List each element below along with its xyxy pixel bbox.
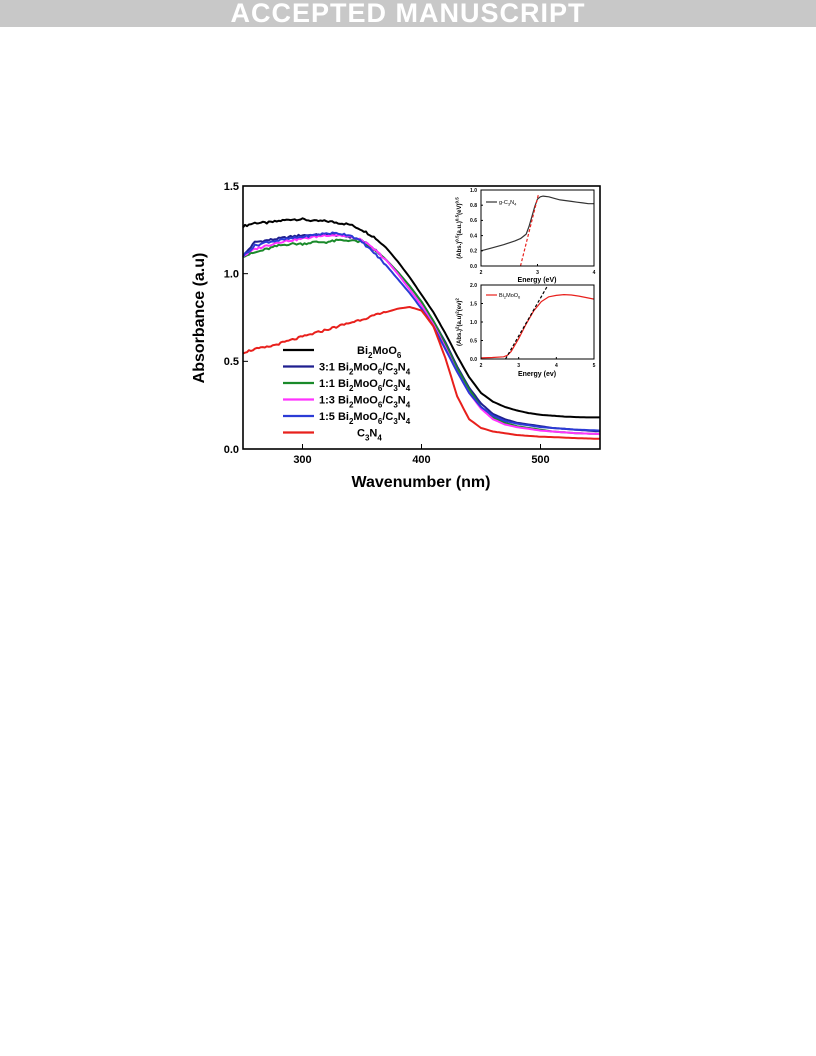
inset2-series-group (480, 286, 595, 360)
main-y-axis-label: Absorbance (a.u) (191, 253, 208, 384)
inset1-y-tick-label: 0.4 (470, 233, 477, 239)
inset2-ticks-group: 2 3 4 5 0.0 0.5 1.0 1.5 2.0 (470, 283, 596, 369)
banner-text: ACCEPTED MANUSCRIPT (230, 0, 586, 28)
inset1-legend-sub-b: 4 (514, 202, 517, 207)
inset1-ylabel-sup-3: 0.5 (455, 197, 460, 204)
inset2-ylabel-part-b: (a.u) (457, 314, 463, 327)
main-legend-label-bi2moo6: Bi2MoO6 (357, 345, 402, 360)
inset2-x-tick-label: 5 (593, 363, 596, 369)
inset-tauc-gc3n4: 2 3 40.00.20.40.60.81.0 Energy (eV) (Abs.)… (455, 188, 596, 284)
main-legend-label-1-3-bi2moo6-c3n4: 1:3 Bi2MoO6/C3N4 (319, 395, 411, 410)
inset2-legend-sub-b: 6 (518, 295, 521, 300)
inset2-ylabel-sup-2: 2 (455, 311, 460, 314)
inset1-y-tick-label: 0.2 (470, 249, 477, 255)
main-series-1-5-bi2moo6-c3n4-line (242, 231, 601, 432)
inset2-y-tick-label: 2.0 (470, 283, 477, 289)
main-series-group (242, 217, 601, 440)
inset1-legend-text-a: g-C (499, 200, 508, 206)
inset2-ylabel-sup-3: 2 (455, 298, 460, 301)
inset2-legend-text-a: Bi (499, 293, 504, 299)
main-ticks-group: 300 400 500 0.0 0.5 1.0 1.5 (224, 181, 550, 466)
main-legend-label-3-1-bi2moo6-c3n4: 3:1 Bi2MoO6/C3N4 (319, 362, 411, 377)
inset2-x-axis-label: Energy (ev) (518, 371, 556, 378)
inset2-y-tick-label: 1.5 (470, 301, 477, 307)
inset1-ylabel-part-b: (a.u.) (457, 221, 463, 235)
inset2-x-tick-label: 4 (555, 363, 558, 369)
inset2-y-tick-label: 0.0 (470, 357, 477, 363)
main-legend-label-1-1-bi2moo6-c3n4: 1:1 Bi2MoO6/C3N4 (319, 378, 411, 393)
main-y-tick-label: 0.5 (224, 356, 239, 368)
main-y-tick-label: 0.0 (224, 444, 239, 456)
main-series-bi2moo6-line (242, 217, 600, 419)
inset1-series-g-c3n4-line (480, 195, 594, 252)
inset2-y-axis-label: (Abs.)2(a.u)2(ev)2 (455, 298, 464, 346)
main-x-tick-label: 300 (293, 454, 311, 466)
inset2-x-tick-label: 2 (480, 363, 483, 369)
inset1-x-axis-label: Energy (eV) (518, 277, 557, 284)
main-legend-label-1-5-bi2moo6-c3n4: 1:5 Bi2MoO6/C3N4 (319, 411, 411, 426)
inset2-legend-text-b: MoO (506, 293, 519, 299)
accepted-manuscript-banner: ACCEPTED MANUSCRIPT (0, 0, 816, 28)
inset1-y-tick-label: 1.0 (470, 188, 477, 194)
main-x-axis-label: Wavenumber (nm) (352, 474, 491, 491)
inset1-ticks-group: 2 3 40.00.20.40.60.81.0 (470, 188, 596, 276)
inset2-legend-sub-a: 2 (504, 295, 507, 300)
inset1-background (481, 190, 594, 266)
main-x-tick-label: 500 (531, 454, 549, 466)
inset1-y-axis-label: (Abs.)0.5(a.u.)0.5(eV)0.5 (455, 197, 464, 259)
inset2-background (481, 285, 594, 359)
main-legend-label-c3n4: C3N4 (357, 428, 382, 443)
inset1-x-tick-label: 3 (536, 270, 539, 276)
inset2-ylabel-sup-1: 2 (455, 326, 460, 329)
inset1-ylabel-sup-1: 0.5 (455, 235, 460, 242)
inset1-x-tick-label: 4 (593, 270, 596, 276)
inset2-legend: Bi2MoO6 (486, 293, 521, 300)
inset2-legend-label: Bi2MoO6 (499, 293, 521, 300)
main-y-tick-label: 1.5 (224, 181, 239, 193)
inset1-legend-label: g-C3N4 (499, 200, 517, 207)
main-y-tick-label: 1.0 (224, 269, 239, 281)
inset2-series-fit-line-line (504, 286, 548, 360)
inset1-series-fit-line-line (519, 193, 540, 267)
inset1-legend-text-b: N (510, 200, 514, 206)
inset2-series-bi2moo6-line (480, 294, 595, 359)
inset2-ylabel-part-a: (Abs.) (457, 329, 463, 346)
inset2-y-tick-label: 1.0 (470, 320, 477, 326)
inset-tauc-bi2moo6: 2 3 4 50.00.51.01.52.0 Energy (ev) (Abs.)2(… (455, 283, 596, 378)
inset1-y-tick-label: 0.0 (470, 264, 477, 270)
inset1-y-tick-label: 0.6 (470, 218, 477, 224)
inset2-x-tick-label: 3 (517, 363, 520, 369)
inset1-ylabel-part-c: (eV) (457, 204, 463, 215)
inset1-ylabel-sup-2: 0.5 (455, 214, 460, 221)
main-series-c3n4-line (242, 306, 600, 440)
inset2-y-tick-label: 0.5 (470, 338, 477, 344)
inset1-x-tick-label: 2 (480, 270, 483, 276)
inset1-y-tick-label: 0.8 (470, 203, 477, 209)
main-chart: 300 400 500 0.0 0.5 1.0 1.5 Wavenumber (nm) Ab… (191, 181, 601, 491)
main-x-tick-label: 400 (412, 454, 430, 466)
inset1-legend: g-C3N4 (486, 200, 517, 207)
inset1-ylabel-part-a: (Abs.) (457, 242, 463, 259)
inset1-legend-sub-a: 3 (508, 202, 511, 207)
inset2-ylabel-part-c: (ev) (457, 301, 463, 312)
inset1-series-group (480, 193, 594, 267)
